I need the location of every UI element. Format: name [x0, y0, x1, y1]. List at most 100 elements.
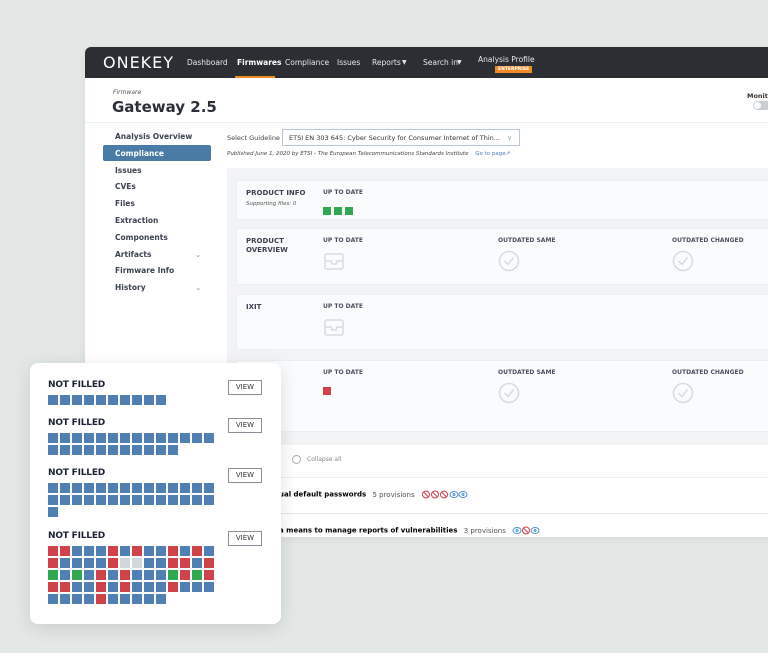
status-cell — [60, 570, 70, 580]
status-cell — [72, 570, 82, 580]
check-icon — [498, 250, 520, 272]
status-cell — [96, 445, 106, 455]
status-cell — [132, 495, 142, 505]
status-cell — [108, 495, 118, 505]
active-underline — [235, 76, 275, 78]
status-cell — [192, 546, 202, 556]
status-cell — [120, 495, 130, 505]
status-cell — [108, 395, 118, 405]
caret: ∨ — [507, 134, 512, 142]
status-cell — [72, 594, 82, 604]
monitor-label: Monito — [747, 92, 768, 100]
nav-item[interactable]: Analysis Profile — [478, 55, 535, 64]
status-cell — [168, 582, 178, 592]
column-label: UP TO DATE — [323, 303, 363, 310]
view-button[interactable]: VIEW — [228, 531, 262, 546]
status-cell — [204, 570, 214, 580]
status-cell — [120, 445, 130, 455]
status-cell — [192, 582, 202, 592]
sidebar-item[interactable]: History — [115, 283, 146, 293]
status-cell — [60, 483, 70, 493]
section-name: PRODUCT INFO — [246, 189, 306, 197]
status-cell — [108, 546, 118, 556]
status-card: NOT FILLED VIEW NOT FILLED VIEW NOT FILLED VI… — [30, 363, 281, 624]
caret: ▼ — [402, 59, 407, 66]
logo[interactable]: ONEKEY — [103, 53, 175, 72]
chevron: ⌄ — [195, 249, 202, 259]
link[interactable]: Go to page — [475, 151, 506, 157]
status-cell — [204, 495, 214, 505]
sections-panel: PRODUCT INFO Supporting files: 0 UP TO DAT… — [227, 168, 768, 445]
status-cell — [108, 558, 118, 568]
status-cell — [168, 570, 178, 580]
status-cell — [168, 546, 178, 556]
active-bg — [103, 144, 211, 161]
nav-item[interactable]: Firmwares — [237, 58, 282, 67]
status-cell — [96, 395, 106, 405]
status-cell — [48, 495, 58, 505]
check-icon — [672, 382, 694, 404]
group-title: NOT FILLED — [48, 531, 106, 541]
sidebar-item[interactable]: Artifacts — [115, 249, 152, 259]
provision-row[interactable]: a means to manage reports of vulnerabili… — [279, 526, 552, 535]
sidebar-item[interactable]: CVEs — [115, 182, 136, 192]
nav-item[interactable]: Compliance — [285, 58, 330, 67]
status-cell — [144, 395, 154, 405]
status-cell — [180, 495, 190, 505]
status-cell — [192, 433, 202, 443]
nav-bar: ONEKEY Dashboard Firmwares Compliance Is… — [85, 47, 768, 78]
sidebar-item[interactable]: Firmware Info — [115, 266, 175, 276]
status-cell — [144, 594, 154, 604]
sidebar-item[interactable]: Issues — [115, 165, 142, 175]
status-cell — [48, 594, 58, 604]
view-button[interactable]: VIEW — [228, 418, 262, 433]
nav-item[interactable]: Dashboard — [187, 58, 228, 67]
status-cell — [72, 445, 82, 455]
status-cell — [60, 433, 70, 443]
view-button[interactable]: VIEW — [228, 380, 262, 395]
sidebar-item[interactable]: Compliance — [115, 148, 164, 158]
status-cell — [120, 570, 130, 580]
status-cell — [48, 445, 58, 455]
status-cell — [156, 546, 166, 556]
sidebar-item[interactable]: Extraction — [115, 216, 159, 225]
status-cell — [108, 433, 118, 443]
status-cell — [72, 395, 82, 405]
status-cell — [96, 495, 106, 505]
status-cell — [180, 558, 190, 568]
status-square — [323, 387, 331, 395]
check-icon — [672, 250, 694, 272]
status-cell — [72, 558, 82, 568]
collapse-all[interactable]: Collapse all — [307, 456, 342, 463]
toggle[interactable] — [753, 101, 768, 110]
sidebar-item[interactable]: Components — [115, 232, 168, 242]
status-cell — [120, 558, 130, 568]
view-button[interactable]: VIEW — [228, 468, 262, 483]
status-square — [323, 207, 331, 215]
status-cell — [192, 483, 202, 493]
section-row: PRODUCT INFO Supporting files: 0 UP TO DAT… — [236, 180, 768, 220]
status-cell — [144, 582, 154, 592]
nav-item[interactable]: Reports — [372, 58, 401, 67]
status-cell — [132, 570, 142, 580]
status-cell — [108, 594, 118, 604]
nav-item[interactable]: Issues — [337, 58, 361, 67]
provision-title: ual default passwords — [279, 490, 367, 499]
sidebar-item[interactable]: Files — [115, 199, 135, 209]
sidebar-item[interactable]: Analysis Overview — [115, 132, 193, 141]
status-cell — [192, 495, 202, 505]
provision-title: a means to manage reports of vulnerabili… — [279, 526, 458, 535]
provision-row[interactable]: ual default passwords 5 provisions — [279, 490, 481, 499]
status-cell — [96, 594, 106, 604]
status-cell — [144, 558, 154, 568]
status-cell — [144, 483, 154, 493]
status-cell — [132, 546, 142, 556]
badge: ENTERPRISE — [495, 66, 533, 73]
group-title: NOT FILLED — [48, 380, 106, 390]
cell-grid — [48, 483, 218, 517]
status-cell — [168, 495, 178, 505]
guideline-select[interactable]: ETSI EN 303 645: Cyber Security for Cons… — [282, 129, 520, 146]
nav-item[interactable]: Search in — [423, 58, 458, 67]
status-cell — [60, 495, 70, 505]
